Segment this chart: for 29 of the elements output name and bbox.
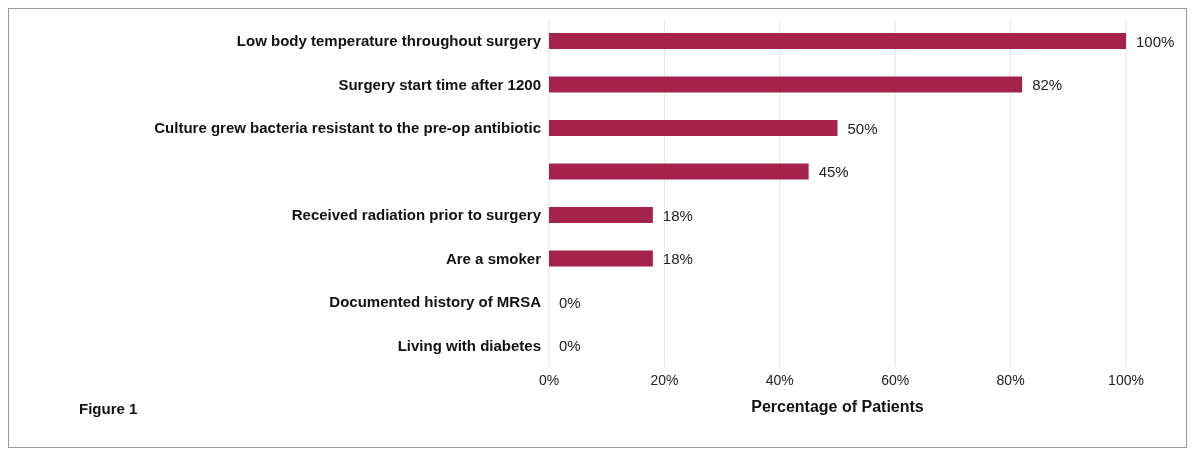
x-tick-label: 80% bbox=[996, 371, 1025, 388]
bar bbox=[549, 163, 809, 180]
x-tick-label: 40% bbox=[765, 371, 794, 388]
data-label: 50% bbox=[847, 119, 878, 137]
y-tick-label: Surgery start time after 1200 bbox=[338, 75, 541, 93]
bar bbox=[549, 207, 653, 223]
y-tick-label: Culture grew bacteria resistant to the pre-op antibiotic bbox=[154, 119, 541, 137]
data-label: 0% bbox=[559, 293, 581, 311]
bar bbox=[549, 120, 838, 136]
y-tick-label: Documented history of MRSA bbox=[329, 293, 542, 311]
y-tick-label: Are a smoker bbox=[445, 249, 542, 267]
data-label: 0% bbox=[559, 337, 581, 354]
data-label: 18% bbox=[662, 250, 693, 267]
x-tick-label: 60% bbox=[881, 371, 910, 388]
x-axis-title: Percentage of Patients bbox=[751, 398, 924, 415]
x-tick-label: 100% bbox=[1108, 371, 1144, 388]
bar bbox=[549, 250, 653, 267]
caption: Figure 1 bbox=[79, 400, 138, 417]
y-tick-label: Low body temperature throughout surgery bbox=[236, 32, 542, 50]
data-label: 45% bbox=[818, 163, 849, 180]
bar bbox=[549, 33, 1126, 49]
y-tick-label: Living with diabetes bbox=[397, 336, 541, 354]
data-label: 82% bbox=[1032, 76, 1063, 93]
data-label: 100% bbox=[1136, 32, 1175, 50]
data-label: 18% bbox=[662, 206, 693, 224]
x-tick-label: 20% bbox=[650, 371, 679, 388]
x-tick-label: 0% bbox=[538, 371, 560, 388]
bar bbox=[549, 76, 1023, 93]
y-tick-label: Received radiation prior to surgery bbox=[291, 206, 542, 224]
